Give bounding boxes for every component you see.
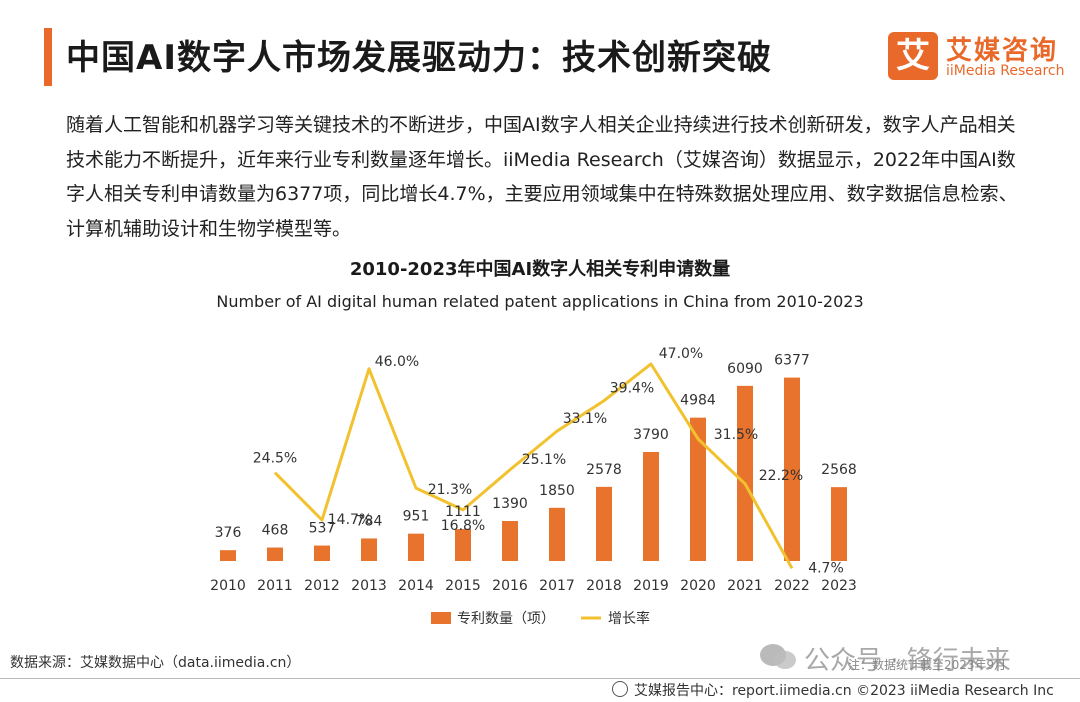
legend-bar-label: 专利数量（项） (457, 611, 555, 627)
growth-label-2015: 16.8% (441, 518, 485, 534)
x-tick-2013: 2013 (351, 578, 387, 594)
bar-2023 (831, 487, 847, 561)
bar-2014 (408, 533, 424, 561)
bar-label-2014: 951 (403, 509, 430, 525)
bar-label-2022: 6377 (774, 353, 810, 369)
bottom-credit: 艾媒报告中心：report.iimedia.cn ©2023 iiMedia R… (612, 680, 1054, 700)
bar-2016 (502, 521, 518, 561)
watermark-note: 注：数据统计截至2023年9月 (848, 658, 1007, 672)
legend-bar-swatch (431, 612, 451, 624)
bar-label-2018: 2578 (586, 462, 622, 478)
bar-label-2015: 1111 (445, 504, 481, 520)
bar-2017 (549, 507, 565, 561)
growth-label-2011: 24.5% (253, 451, 297, 467)
bar-label-2010: 376 (215, 525, 242, 541)
x-tick-2011: 2011 (257, 578, 293, 594)
logo-mark: 艾 (888, 32, 938, 80)
chart-subtitle: Number of AI digital human related paten… (216, 292, 863, 311)
x-tick-2017: 2017 (539, 578, 575, 594)
bar-2019 (643, 451, 659, 561)
x-tick-2016: 2016 (492, 578, 528, 594)
growth-label-2014: 21.3% (428, 482, 472, 498)
bar-label-2013: 784 (356, 513, 383, 529)
bar-label-2016: 1390 (492, 496, 528, 512)
bar-label-2017: 1850 (539, 483, 575, 499)
logo-cn-text: 艾媒咨询 (946, 36, 1059, 66)
bar-2021 (737, 385, 753, 561)
intro-paragraph: 随着人工智能和机器学习等关键技术的不断进步，中国AI数字人相关企业持续进行技术创… (66, 114, 1018, 240)
growth-label-2018: 39.4% (610, 381, 654, 397)
bar-2020 (690, 417, 706, 561)
growth-label-2016: 25.1% (522, 452, 566, 468)
x-tick-2015: 2015 (445, 578, 481, 594)
legend-line-label: 增长率 (608, 610, 650, 627)
x-tick-2012: 2012 (304, 578, 340, 594)
bar-2022 (784, 377, 800, 561)
bar-2011 (267, 547, 283, 561)
x-tick-2021: 2021 (727, 578, 763, 594)
page-title: 中国AI数字人市场发展驱动力：技术创新突破 (66, 38, 772, 78)
footer-divider (0, 678, 1080, 679)
bar-2015 (455, 529, 471, 561)
x-tick-2022: 2022 (774, 578, 810, 594)
logo-en-text: iiMedia Research (946, 63, 1065, 79)
x-tick-2018: 2018 (586, 578, 622, 594)
bar-label-2020: 4984 (680, 393, 716, 409)
growth-rate-line (273, 362, 794, 570)
globe-icon (612, 681, 628, 697)
growth-label-2013: 46.0% (375, 354, 419, 370)
patent-chart: 2010-2023年中国AI数字人相关专利申请数量 Number of AI d… (210, 258, 863, 627)
growth-label-2012: 14.7% (328, 512, 372, 528)
title-accent-bar (44, 28, 52, 86)
growth-label-2020: 31.5% (714, 427, 758, 443)
bar-label-2011: 468 (262, 523, 289, 539)
data-source: 数据来源：艾媒数据中心（data.iimedia.cn） (10, 655, 301, 671)
growth-label-2022: 4.7% (808, 560, 844, 576)
bar-label-2023: 2568 (821, 462, 857, 478)
bar-label-2012: 537 (309, 521, 336, 537)
bar-label-2019: 3790 (633, 427, 669, 443)
bar-2013 (361, 538, 377, 561)
bar-2018 (596, 486, 612, 561)
growth-label-2021: 22.2% (759, 468, 803, 484)
bar-2010 (220, 550, 236, 561)
x-tick-2020: 2020 (680, 578, 716, 594)
watermark: 公众号 · 锋行未来 (804, 646, 1011, 676)
x-tick-2023: 2023 (821, 578, 857, 594)
growth-label-2017: 33.1% (563, 411, 607, 427)
iimedia-logo: 艾 艾媒咨询 iiMedia Research (884, 30, 1065, 82)
x-tick-2014: 2014 (398, 578, 434, 594)
chart-title: 2010-2023年中国AI数字人相关专利申请数量 (350, 258, 730, 280)
x-tick-2010: 2010 (210, 578, 246, 594)
x-tick-2019: 2019 (633, 578, 669, 594)
bottom-credit-text: 艾媒报告中心：report.iimedia.cn ©2023 iiMedia R… (634, 683, 1054, 699)
growth-label-2019: 47.0% (659, 346, 703, 362)
wechat-icon (760, 644, 796, 669)
bar-label-2021: 6090 (727, 361, 763, 377)
bar-2012 (314, 545, 330, 561)
